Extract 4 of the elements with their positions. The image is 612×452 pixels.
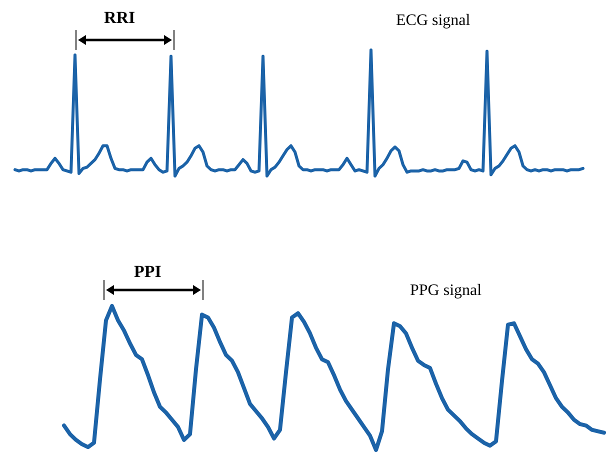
text: RRI xyxy=(104,8,136,28)
text: PPI xyxy=(134,262,162,282)
chart-title: ECG signal xyxy=(396,12,470,30)
chart-title: PPG signal xyxy=(410,282,482,300)
